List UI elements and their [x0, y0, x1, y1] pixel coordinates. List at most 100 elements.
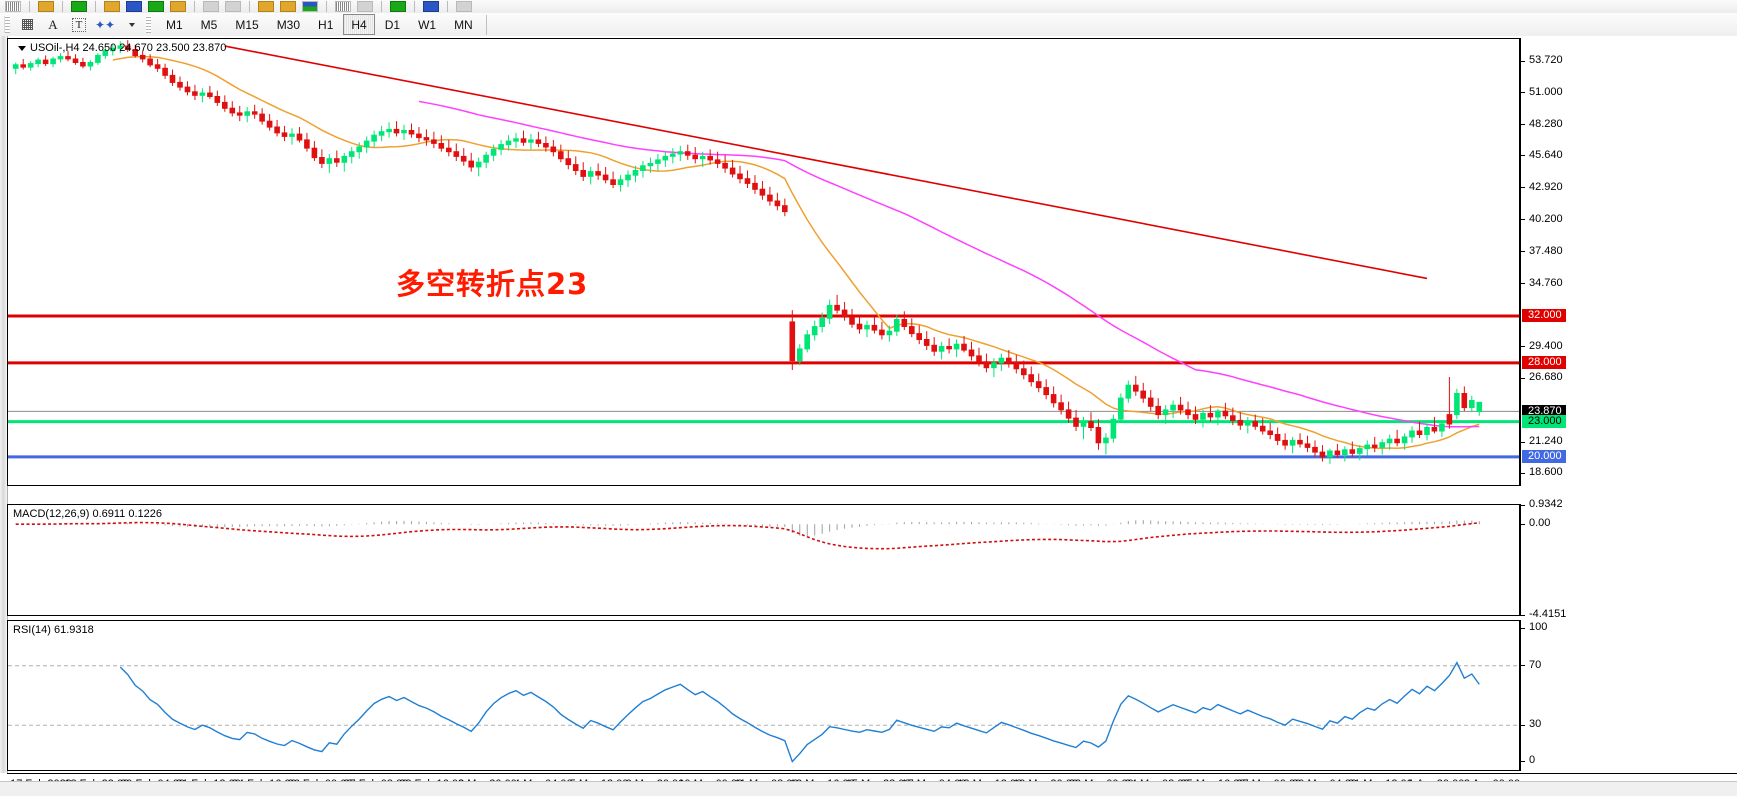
- macd-label: MACD(12,26,9) 0.6911 0.1226: [13, 508, 162, 520]
- toolbar-icon-chart-candles[interactable]: [38, 1, 54, 12]
- toolbar-divider: [95, 1, 96, 12]
- price-scale[interactable]: 53.720 51.000 48.280 45.640 42.920 40.200 37.4…: [1520, 38, 1737, 486]
- scale-tick: 34.760: [1521, 277, 1737, 289]
- timeframe-d1[interactable]: D1: [384, 17, 401, 32]
- scale-tick: 26.680: [1521, 371, 1737, 383]
- toolbar-icon-bar-chart[interactable]: [104, 1, 120, 12]
- secondary-toolbar[interactable]: [0, 0, 1737, 14]
- toolbar-empty-area: [491, 13, 1737, 36]
- tick-mark: [1521, 441, 1525, 443]
- timeframe-w1[interactable]: W1: [418, 17, 437, 32]
- tick-mark: [1521, 627, 1525, 629]
- timeframe-h1[interactable]: H1: [318, 17, 334, 32]
- tick-mark: [1521, 346, 1525, 347]
- tick-mark: [1521, 60, 1525, 62]
- scale-tick: 53.720: [1521, 54, 1737, 66]
- tick-mark: [1521, 124, 1525, 126]
- shapes-icon[interactable]: ✦✦: [94, 17, 116, 32]
- tick-mark: [1521, 472, 1525, 474]
- timeframe-mn[interactable]: MN: [454, 17, 473, 32]
- symbol-label[interactable]: USOil-,H4 24.650 24.670 23.500 23.870: [18, 42, 226, 54]
- tick-label: -4.4151: [1529, 608, 1567, 620]
- scale-tick: 40.200: [1521, 213, 1737, 225]
- rsi-scale[interactable]: 100 70 30 0: [1520, 620, 1737, 771]
- toolbar-icon-zoom-in[interactable]: [148, 1, 164, 12]
- tick-mark: [1521, 614, 1525, 616]
- tick-mark: [1521, 283, 1525, 285]
- tick-mark: [1521, 504, 1525, 506]
- scale-tick: 21.240: [1521, 435, 1737, 447]
- macd-pane[interactable]: MACD(12,26,9) 0.6911 0.1226: [7, 504, 1520, 616]
- tick-mark: [1521, 155, 1525, 157]
- scale-tick: 100: [1521, 621, 1737, 633]
- timeframe-m5[interactable]: M5: [200, 17, 218, 32]
- price-tag-32-000[interactable]: 32.000: [1522, 309, 1566, 323]
- toolbar-icon-line-chart[interactable]: [126, 1, 142, 12]
- status-bar: [0, 781, 1737, 796]
- timeframe-h4[interactable]: H4: [343, 14, 375, 35]
- toolbar-icon-market-watch[interactable]: [423, 1, 439, 12]
- text-label-icon[interactable]: T: [67, 14, 91, 35]
- scale-tick: 0: [1521, 754, 1737, 766]
- price-tag-23-870[interactable]: 23.870: [1522, 404, 1566, 418]
- toolbar-icon-new-order[interactable]: [71, 1, 87, 12]
- tick-mark: [1521, 760, 1525, 762]
- rsi-pane[interactable]: RSI(14) 61.9318: [7, 620, 1520, 771]
- toolbar-icon-zoom-out[interactable]: [170, 1, 186, 12]
- toolbar-divider: [485, 14, 487, 35]
- timeframe-m15[interactable]: M15: [235, 17, 259, 32]
- scale-tick: 0.00: [1521, 517, 1737, 529]
- tick-mark: [1521, 251, 1525, 253]
- toolbar-divider: [62, 1, 63, 12]
- toolbar-divider: [194, 1, 195, 12]
- timeframe-m30[interactable]: M30: [276, 17, 301, 32]
- toolbar-grip[interactable]: [4, 16, 10, 33]
- tick-label: 21.240: [1529, 435, 1563, 448]
- tick-label: 29.400: [1529, 339, 1563, 352]
- toolbar-icon-templates[interactable]: [280, 1, 296, 12]
- tick-label: 42.920: [1529, 180, 1563, 193]
- tick-label: 40.200: [1529, 212, 1563, 225]
- macd-scale[interactable]: 0.9342 0.00 -4.4151: [1520, 498, 1737, 620]
- toolbar-grip-timeframes[interactable]: [146, 16, 151, 33]
- tick-mark: [1521, 92, 1525, 94]
- text-tool-icon[interactable]: A: [48, 16, 58, 32]
- toolbar-divider: [447, 1, 448, 12]
- chart-window[interactable]: USOil-,H4 24.650 24.670 23.500 23.870 多空…: [0, 36, 1737, 796]
- price-tag-20-000[interactable]: 20.000: [1522, 450, 1566, 464]
- price-tag-23-000[interactable]: 23.000: [1522, 415, 1566, 429]
- tick-label: 0: [1529, 754, 1536, 766]
- scale-tick: 29.400: [1521, 340, 1737, 352]
- chevron-down-icon[interactable]: [119, 14, 143, 35]
- tick-label: 37.480: [1529, 244, 1563, 257]
- tick-label: 53.720: [1529, 54, 1563, 67]
- crosshair-icon[interactable]: [15, 14, 39, 35]
- tick-mark: [1521, 377, 1525, 379]
- scale-tick: 0.9342: [1521, 498, 1737, 510]
- chevron-down-icon[interactable]: [18, 45, 26, 51]
- tick-label: 0.00: [1529, 517, 1551, 530]
- toolbar-icon-object-list[interactable]: [390, 1, 406, 12]
- toolbar-icon-cursor[interactable]: [357, 1, 373, 12]
- toolbar-icon-indicators[interactable]: [258, 1, 274, 12]
- timeframe-m1[interactable]: M1: [166, 17, 183, 32]
- toolbar-icon-chart-shift[interactable]: [225, 1, 241, 12]
- price-pane[interactable]: USOil-,H4 24.650 24.670 23.500 23.870 多空…: [7, 38, 1520, 486]
- main-toolbar[interactable]: A T ✦✦ M1 M5 M15 M30 H1 H4 D1 W1 MN: [0, 13, 1737, 37]
- tick-mark: [1521, 187, 1525, 189]
- scale-tick: 48.280: [1521, 118, 1737, 130]
- tick-label: 34.760: [1529, 276, 1563, 289]
- scale-tick: 18.600: [1521, 466, 1737, 478]
- tick-mark: [1521, 523, 1525, 525]
- toolbar-icon-grid[interactable]: [5, 1, 21, 12]
- toolbar-icon-terminal[interactable]: [456, 1, 472, 12]
- price-tag-28-000[interactable]: 28.000: [1522, 356, 1566, 370]
- toolbar-icon-autoscroll[interactable]: [203, 1, 219, 12]
- tick-label: 26.680: [1529, 371, 1563, 384]
- toolbar-icon-periods[interactable]: [302, 1, 318, 12]
- toolbar-icon-crosshair[interactable]: [335, 1, 351, 12]
- scale-tick: 51.000: [1521, 86, 1737, 98]
- tick-label: 70: [1529, 658, 1542, 671]
- tick-mark: [1521, 665, 1525, 667]
